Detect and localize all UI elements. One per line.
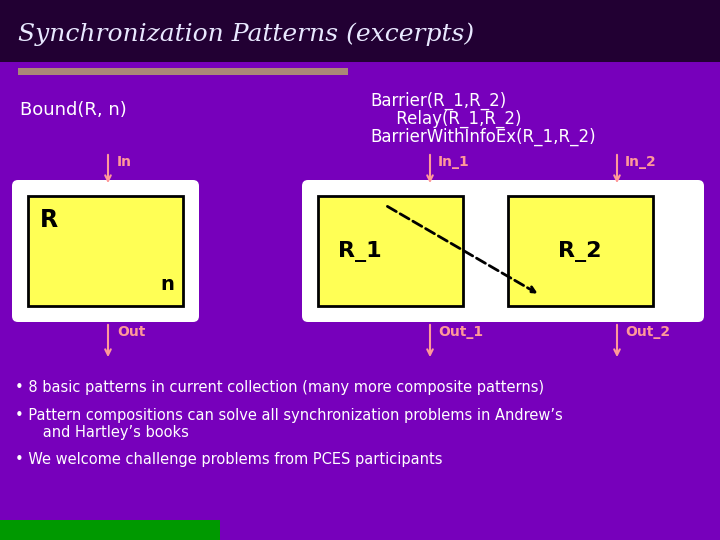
Text: R_1: R_1 xyxy=(338,240,382,261)
Text: Bound(R, n): Bound(R, n) xyxy=(20,101,127,119)
Text: • Pattern compositions can solve all synchronization problems in Andrew’s: • Pattern compositions can solve all syn… xyxy=(15,408,563,423)
Text: Out_1: Out_1 xyxy=(438,325,483,339)
Text: In: In xyxy=(117,155,132,169)
FancyBboxPatch shape xyxy=(12,180,199,322)
FancyBboxPatch shape xyxy=(508,196,653,306)
Text: • 8 basic patterns in current collection (many more composite patterns): • 8 basic patterns in current collection… xyxy=(15,380,544,395)
Text: Relay(R_1,R_2): Relay(R_1,R_2) xyxy=(370,110,521,129)
Text: Barrier(R_1,R_2): Barrier(R_1,R_2) xyxy=(370,92,506,110)
Text: In_2: In_2 xyxy=(625,155,657,169)
Text: Out_2: Out_2 xyxy=(625,325,670,339)
FancyBboxPatch shape xyxy=(28,196,183,306)
Text: R_2: R_2 xyxy=(558,240,602,261)
Text: n: n xyxy=(160,275,174,294)
Bar xyxy=(0,520,220,540)
FancyBboxPatch shape xyxy=(302,180,704,322)
Text: Synchronization Patterns (excerpts): Synchronization Patterns (excerpts) xyxy=(18,22,474,46)
Text: BarrierWithInfoEx(R_1,R_2): BarrierWithInfoEx(R_1,R_2) xyxy=(370,128,595,146)
Text: and Hartley’s books: and Hartley’s books xyxy=(15,425,189,440)
Text: Out: Out xyxy=(117,325,145,339)
Text: In_1: In_1 xyxy=(438,155,469,169)
Bar xyxy=(18,68,348,75)
Bar xyxy=(0,0,720,62)
Text: R: R xyxy=(40,208,58,232)
FancyBboxPatch shape xyxy=(318,196,463,306)
Text: • We welcome challenge problems from PCES participants: • We welcome challenge problems from PCE… xyxy=(15,452,443,467)
